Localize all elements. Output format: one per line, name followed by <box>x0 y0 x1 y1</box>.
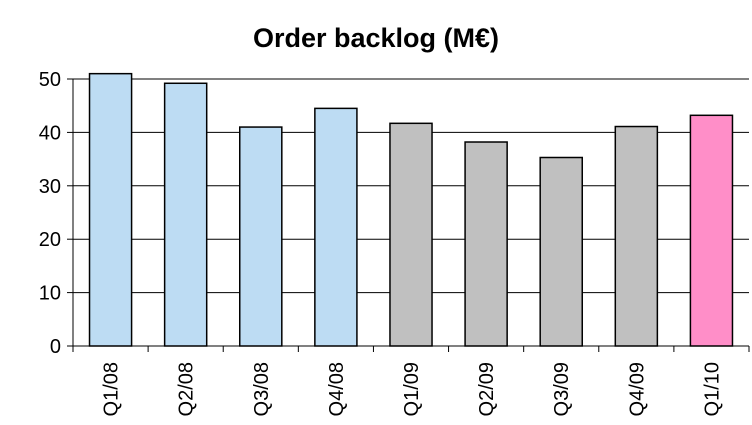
y-tick-labels: 0 10 20 30 40 50 <box>39 69 61 358</box>
bar-Q4-09 <box>614 125 659 347</box>
x-tick-label: Q1/09 <box>401 362 423 416</box>
x-tick-labels: Q1/08 Q2/08 Q3/08 Q4/08 Q1/09 Q2/09 Q3/09 Q4/09… <box>101 362 724 416</box>
y-tick-label: 40 <box>39 122 61 144</box>
bar-Q1-09 <box>389 122 433 347</box>
y-tick-label: 20 <box>39 229 61 251</box>
y-tick-label: 0 <box>50 336 61 358</box>
x-tick-label: Q3/08 <box>251 362 273 416</box>
y-tick-label: 30 <box>39 176 61 198</box>
x-tick-label: Q1/08 <box>101 362 123 416</box>
bar-Q4-08 <box>314 107 358 347</box>
y-tick-label: 10 <box>39 283 61 305</box>
axes <box>67 78 750 352</box>
bar-Q2-08 <box>163 82 208 347</box>
x-tick-label: Q3/09 <box>551 362 573 416</box>
x-tick-label: Q2/08 <box>176 362 198 416</box>
x-tick-label: Q1/10 <box>701 362 723 416</box>
x-tick-label: Q2/09 <box>476 362 498 416</box>
bar-Q3-08 <box>238 126 283 347</box>
bar-Q1-08 <box>88 72 133 347</box>
x-tick-label: Q4/08 <box>326 362 348 416</box>
bar-Q2-09 <box>464 141 508 347</box>
chart-title: Order backlog (M€) <box>253 23 499 53</box>
bar-Q1-10 <box>689 114 734 347</box>
bar-Q3-09 <box>539 156 584 347</box>
bars <box>88 72 734 347</box>
x-tick-label: Q4/09 <box>626 362 648 416</box>
y-tick-label: 50 <box>39 69 61 91</box>
